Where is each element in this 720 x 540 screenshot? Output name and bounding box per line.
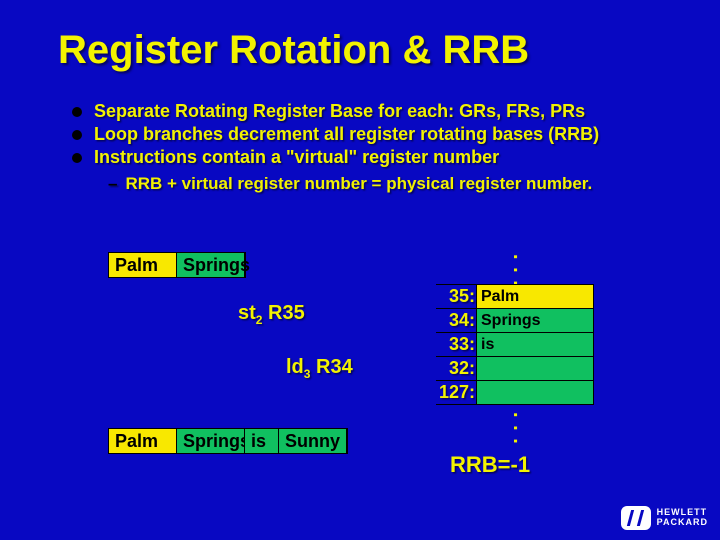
bullet-item: Separate Rotating Register Base for each… (72, 101, 720, 122)
instr-op: st (238, 302, 256, 324)
sub-bullet-text: RRB + virtual register number = physical… (125, 174, 592, 194)
bullet-text: Loop branches decrement all register rot… (94, 124, 599, 145)
reg-row: 127: (436, 381, 594, 405)
instr-op: ld (286, 356, 304, 378)
bullet-item: Loop branches decrement all register rot… (72, 124, 720, 145)
sub-bullet-item: – RRB + virtual register number = physic… (108, 174, 720, 194)
instr-sub: 2 (256, 313, 263, 327)
load-instruction: ld3 R34 (286, 356, 353, 381)
reg-row: 34: Springs (436, 309, 594, 333)
reg-value (476, 357, 594, 380)
bottom-cell: Sunny (279, 429, 347, 453)
store-instruction: st2 R35 (238, 302, 305, 327)
instr-reg: R35 (268, 302, 305, 324)
bullet-dot-icon (72, 130, 82, 140)
hp-logo: HEWLETT PACKARD (621, 506, 708, 530)
dash-icon: – (108, 174, 117, 194)
reg-value (476, 381, 594, 404)
reg-row: 35: Palm (436, 285, 594, 309)
reg-index: 33: (436, 333, 476, 356)
bottom-cell: Springs (177, 429, 245, 453)
reg-index: 35: (436, 285, 476, 308)
bullet-dot-icon (72, 107, 82, 117)
reg-value: is (476, 333, 594, 356)
rrb-label: RRB=-1 (450, 452, 530, 478)
reg-value: Palm (476, 285, 594, 308)
reg-index: 127: (436, 381, 476, 404)
bullet-text: Instructions contain a "virtual" registe… (94, 147, 499, 168)
instr-reg: R34 (316, 356, 353, 378)
bottom-cell: is (245, 429, 279, 453)
top-cell: Springs (177, 253, 245, 277)
dots-icon: . . . (518, 412, 522, 445)
bottom-value-row: Palm Springs is Sunny (108, 428, 348, 454)
top-cell: Palm (109, 253, 177, 277)
reg-index: 32: (436, 357, 476, 380)
bottom-cell: Palm (109, 429, 177, 453)
hp-logo-icon (621, 506, 651, 530)
slide-title: Register Rotation & RRB (0, 0, 720, 73)
reg-row: 32: (436, 357, 594, 381)
instr-sub: 3 (304, 367, 311, 381)
bullet-item: Instructions contain a "virtual" registe… (72, 147, 720, 168)
reg-index: 34: (436, 309, 476, 332)
reg-row: 33: is (436, 333, 594, 357)
bullet-list: Separate Rotating Register Base for each… (72, 101, 720, 194)
hp-logo-text: HEWLETT PACKARD (657, 508, 708, 528)
reg-value: Springs (476, 309, 594, 332)
hp-line2: PACKARD (657, 518, 708, 528)
bullet-text: Separate Rotating Register Base for each… (94, 101, 585, 122)
dots-icon: . . . (518, 254, 522, 287)
diagram-area: Palm Springs st2 R35 ld3 R34 Palm Spring… (108, 252, 668, 512)
register-stack: 35: Palm 34: Springs 33: is 32: 127: (436, 284, 594, 405)
top-value-row: Palm Springs (108, 252, 246, 278)
bullet-dot-icon (72, 153, 82, 163)
